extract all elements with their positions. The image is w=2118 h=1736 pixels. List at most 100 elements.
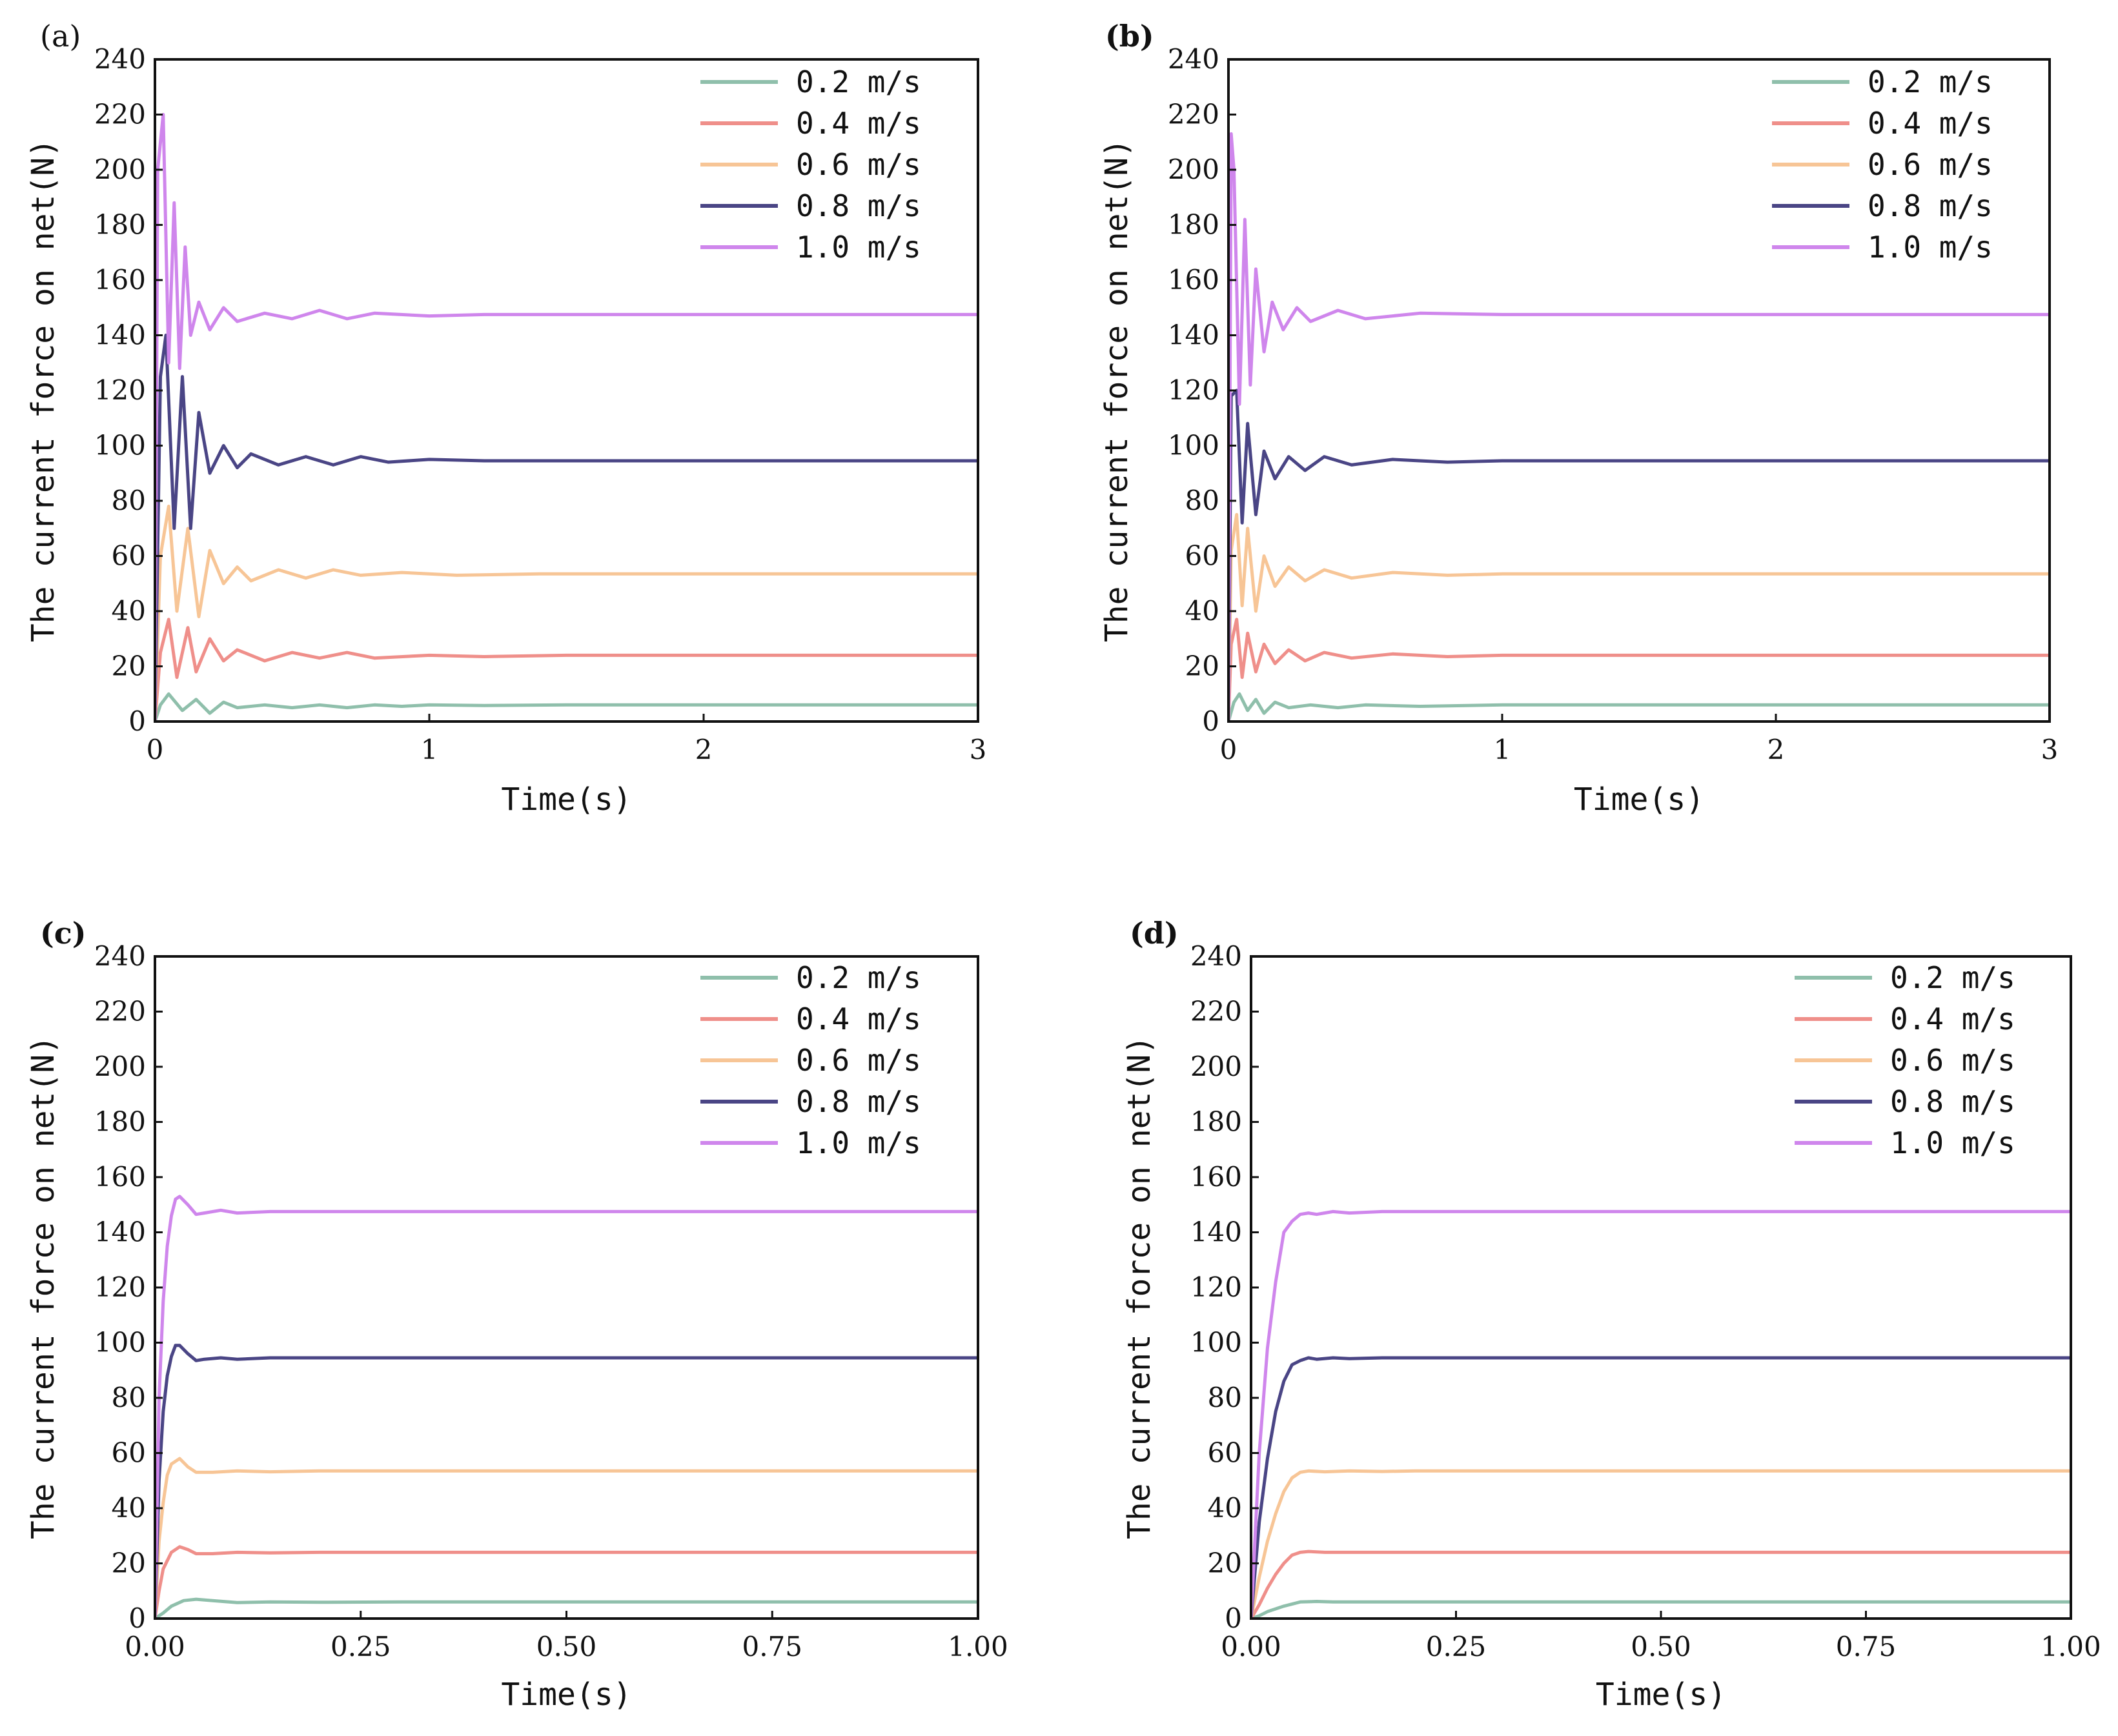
y-tick-label: 0 (128, 705, 146, 737)
y-tick-label: 200 (94, 1051, 146, 1082)
series-line-3 (155, 1457, 978, 1619)
x-tick-label: 1.00 (948, 1631, 1008, 1662)
y-tick-label: 0 (1225, 1602, 1242, 1634)
series-line-2 (1228, 618, 2050, 722)
y-tick-label: 60 (112, 540, 146, 572)
y-tick-label: 160 (94, 264, 146, 296)
y-tick-label: 240 (94, 43, 146, 75)
y-tick-label: 200 (1168, 154, 1219, 185)
x-tick-label: 1 (1494, 734, 1511, 765)
series-line-3 (1228, 512, 2050, 722)
y-tick-label: 0 (1202, 705, 1219, 737)
legend-label: 0.8 m/s (1868, 188, 1993, 223)
y-tick-label: 120 (1168, 374, 1219, 406)
x-tick-label: 0 (147, 734, 164, 765)
x-axis-title: Time(s) (1574, 782, 1704, 818)
y-tick-label: 80 (1185, 485, 1219, 516)
x-axis-title: Time(s) (501, 782, 631, 818)
series-line-5 (155, 113, 978, 722)
legend-label: 0.8 m/s (796, 1084, 921, 1119)
y-tick-label: 120 (94, 1271, 146, 1303)
y-tick-label: 0 (128, 1602, 146, 1634)
legend-label: 1.0 m/s (1890, 1125, 2015, 1160)
legend-label: 1.0 m/s (796, 230, 921, 265)
legend-label: 0.2 m/s (1868, 65, 1993, 99)
legend-label: 0.4 m/s (796, 1002, 921, 1036)
x-tick-label: 2 (1767, 734, 1785, 765)
y-tick-label: 40 (112, 595, 146, 627)
y-tick-label: 40 (1208, 1492, 1242, 1524)
x-tick-label: 0.75 (1836, 1631, 1897, 1662)
legend-label: 0.8 m/s (1890, 1084, 2015, 1119)
y-tick-label: 80 (1208, 1382, 1242, 1413)
y-tick-label: 200 (94, 154, 146, 185)
x-tick-label: 0 (1220, 734, 1237, 765)
legend-label: 0.6 m/s (1890, 1043, 2015, 1078)
x-tick-label: 0.50 (1631, 1631, 1691, 1662)
y-tick-label: 240 (94, 940, 146, 972)
y-tick-label: 120 (1190, 1271, 1242, 1303)
y-tick-label: 60 (1208, 1437, 1242, 1469)
y-tick-label: 240 (1190, 940, 1242, 972)
x-tick-label: 1.00 (2041, 1631, 2101, 1662)
chart-panel-1: (a) 0 20 40 60 80 100 120 140 160 180 200 220 240 0 1 2 3… (25, 19, 986, 818)
legend: 0.2 m/s 0.4 m/s 0.6 m/s 0.8 m/s 1.0 m/s (1772, 65, 1993, 265)
y-tick-label: 100 (94, 1327, 146, 1358)
y-tick-label: 20 (112, 1548, 146, 1579)
series-line-4 (155, 1344, 978, 1619)
x-tick-label: 0.75 (742, 1631, 802, 1662)
series-line-5 (1228, 132, 2050, 722)
y-tick-label: 180 (1168, 209, 1219, 241)
legend-label: 0.2 m/s (1890, 960, 2015, 995)
y-tick-label: 100 (94, 430, 146, 461)
x-tick-label: 3 (970, 734, 987, 765)
legend: 0.2 m/s 0.4 m/s 0.6 m/s 0.8 m/s 1.0 m/s (1795, 960, 2015, 1160)
y-tick-label: 140 (94, 1216, 146, 1248)
legend-label: 0.6 m/s (796, 1043, 921, 1078)
y-tick-label: 180 (94, 1106, 146, 1138)
y-tick-label: 100 (1168, 430, 1219, 461)
x-tick-label: 3 (2041, 734, 2059, 765)
x-axis-title: Time(s) (1596, 1677, 1726, 1713)
y-axis-title: The current force on net(N) (1121, 1036, 1157, 1539)
panel-label: (b) (1105, 19, 1154, 54)
series-lines (1228, 132, 2050, 722)
y-tick-label: 40 (112, 1492, 146, 1524)
panel-label: (a) (40, 19, 81, 54)
y-tick-label: 120 (94, 374, 146, 406)
y-tick-label: 20 (1185, 651, 1219, 682)
y-tick-label: 200 (1190, 1051, 1242, 1082)
legend-label: 0.8 m/s (796, 188, 921, 223)
y-tick-label: 220 (94, 996, 146, 1027)
series-line-2 (155, 618, 978, 722)
chart-panel-2: (b) 0 20 40 60 80 100 120 140 160 180 200 220 240 0 1 2 3… (1099, 19, 2058, 818)
legend-label: 0.4 m/s (1868, 106, 1993, 141)
y-tick-label: 20 (112, 651, 146, 682)
series-line-5 (1251, 1209, 2071, 1619)
series-lines (155, 113, 978, 722)
y-tick-label: 180 (94, 209, 146, 241)
series-line-3 (155, 505, 978, 722)
y-tick-label: 140 (1168, 319, 1219, 351)
y-axis-title: The current force on net(N) (1099, 139, 1135, 642)
legend-label: 0.6 m/s (796, 147, 921, 182)
y-tick-label: 220 (1190, 996, 1242, 1027)
y-tick-label: 180 (1190, 1106, 1242, 1138)
series-lines (1251, 1209, 2071, 1619)
legend-label: 0.2 m/s (796, 65, 921, 99)
legend-label: 0.4 m/s (1890, 1002, 2015, 1036)
y-tick-label: 100 (1190, 1327, 1242, 1358)
y-tick-label: 220 (1168, 99, 1219, 130)
panel-label: (d) (1130, 916, 1179, 951)
legend-label: 0.6 m/s (1868, 147, 1993, 182)
series-line-2 (155, 1545, 978, 1619)
x-tick-label: 2 (695, 734, 713, 765)
y-tick-label: 220 (94, 99, 146, 130)
x-tick-label: 0.50 (536, 1631, 597, 1662)
legend-label: 1.0 m/s (796, 1125, 921, 1160)
y-axis-title: The current force on net(N) (25, 1036, 61, 1539)
y-axis-title: The current force on net(N) (25, 139, 61, 642)
series-line-5 (155, 1195, 978, 1619)
x-tick-label: 0.00 (1221, 1631, 1281, 1662)
